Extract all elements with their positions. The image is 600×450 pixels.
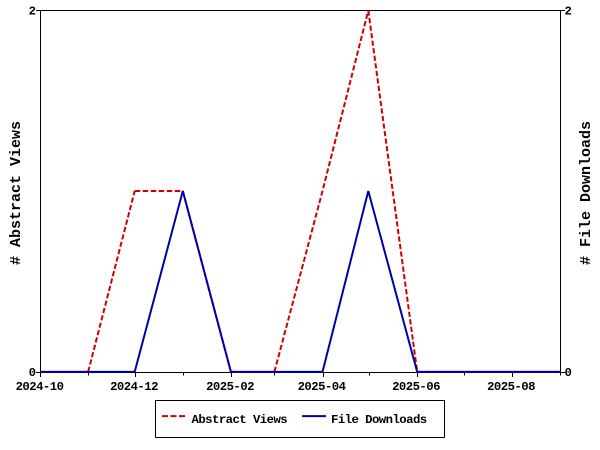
svg-text:2025-02: 2025-02	[206, 380, 254, 394]
svg-text:2025-06: 2025-06	[392, 380, 440, 394]
svg-text:2024-10: 2024-10	[16, 380, 64, 394]
svg-text:# Abstract Views: # Abstract Views	[8, 121, 25, 265]
svg-text:Abstract Views: Abstract Views	[192, 413, 288, 427]
svg-text:File Downloads: File Downloads	[331, 413, 427, 427]
svg-text:2025-04: 2025-04	[298, 380, 347, 394]
svg-text:2025-08: 2025-08	[487, 380, 535, 394]
svg-text:2024-12: 2024-12	[110, 380, 158, 394]
svg-text:2: 2	[29, 5, 36, 19]
svg-text:# File Downloads: # File Downloads	[578, 121, 595, 265]
svg-text:0: 0	[565, 366, 572, 380]
svg-text:0: 0	[29, 366, 36, 380]
svg-text:2: 2	[565, 5, 572, 19]
